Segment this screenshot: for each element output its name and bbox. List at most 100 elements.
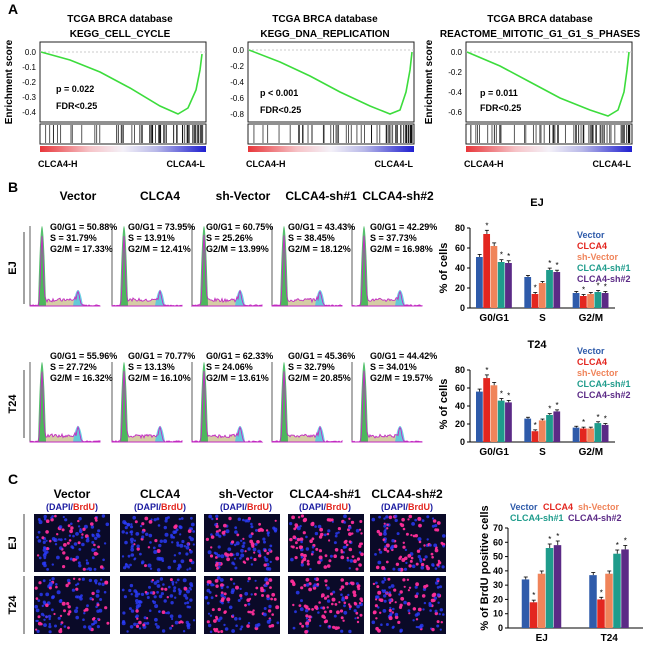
flow-ej-g2m: G2/M = 16.98% <box>370 244 433 254</box>
brdu-positive-nucleus <box>66 602 70 606</box>
brdu-positive-nucleus <box>215 524 219 529</box>
flow-stats-ej: G0/G1 = 50.88% S = 31.79% G2/M = 17.33% … <box>50 222 437 254</box>
dapi-nucleus <box>47 614 52 619</box>
brdu-positive-nucleus <box>326 595 330 598</box>
dapi-nucleus <box>85 561 90 565</box>
brdu-positive-nucleus <box>251 611 254 614</box>
brdu-positive-nucleus <box>62 565 66 569</box>
brdu-positive-nucleus <box>412 534 416 538</box>
brdu-positive-nucleus <box>207 580 212 584</box>
brdu-positive-nucleus <box>318 549 322 553</box>
dapi-nucleus <box>83 524 88 529</box>
brdu-positive-nucleus <box>325 584 328 587</box>
dapi-nucleus <box>217 618 221 623</box>
brdu-positive-nucleus <box>358 544 362 548</box>
dapi-nucleus <box>226 585 229 589</box>
dapi-nucleus <box>62 515 65 519</box>
dapi-nucleus <box>169 614 174 618</box>
dapi-nucleus <box>37 599 41 602</box>
brdu-positive-nucleus <box>206 620 210 624</box>
flow-histogram-line <box>29 235 101 307</box>
dapi-nucleus <box>394 518 398 523</box>
dapi-nucleus <box>149 567 153 570</box>
brdu-positive-nucleus <box>375 617 378 620</box>
brdu-positive-nucleus <box>294 556 298 560</box>
legend-clca4-sh2: CLCA4-sh#2 <box>577 274 631 284</box>
brdu-positive-nucleus <box>401 558 406 562</box>
brdu-positive-nucleus <box>317 560 321 565</box>
brdu-positive-nucleus <box>311 521 315 525</box>
y-tick-label: 40 <box>455 263 465 273</box>
brdu-positive-nucleus <box>410 556 414 560</box>
dapi-nucleus <box>442 613 445 616</box>
brdu-positive-nucleus <box>324 619 329 623</box>
dapi-nucleus <box>167 565 172 570</box>
dapi-nucleus <box>95 532 100 537</box>
brdu-positive-nucleus <box>300 552 304 557</box>
brdu-positive-nucleus <box>292 603 295 607</box>
brdu-positive-nucleus <box>431 593 436 598</box>
micrograph-tile <box>120 576 196 634</box>
dapi-nucleus <box>180 559 185 564</box>
brdu-positive-nucleus <box>352 590 357 595</box>
dapi-nucleus <box>91 534 95 538</box>
y-tick-label: 80 <box>455 365 465 375</box>
dapi-nucleus <box>178 551 182 555</box>
brdu-positive-nucleus <box>408 564 412 568</box>
dapi-nucleus <box>127 554 131 558</box>
bar <box>589 575 597 628</box>
bar <box>476 391 483 442</box>
brdu-positive-nucleus <box>420 562 425 567</box>
dapi-nucleus <box>129 563 132 567</box>
dapi-nucleus <box>300 555 304 559</box>
flow-t24-g2m: G2/M = 19.57% <box>370 373 433 383</box>
dapi-nucleus <box>266 532 270 535</box>
group-header: CLCA4-sh#1 <box>289 487 361 501</box>
dapi-nucleus <box>70 522 73 526</box>
dapi-nucleus <box>81 577 85 581</box>
bar <box>601 424 609 442</box>
dapi-nucleus <box>124 540 128 545</box>
dapi-nucleus <box>329 554 333 558</box>
dapi-nucleus <box>223 623 226 627</box>
brdu-positive-nucleus <box>386 549 390 553</box>
bar <box>601 293 609 308</box>
gsea-3-hits <box>470 125 631 143</box>
gsea-2-left-label: CLCA4-H <box>246 159 286 169</box>
group-header: Vector <box>60 189 97 203</box>
significance-mark: * <box>556 532 559 541</box>
brdu-positive-nucleus <box>345 581 349 586</box>
dapi-nucleus <box>348 607 352 611</box>
dapi-nucleus <box>183 545 187 548</box>
brdu-positive-nucleus <box>229 577 233 581</box>
brdu-positive-nucleus <box>375 626 379 631</box>
dapi-nucleus <box>40 612 45 616</box>
dapi-nucleus <box>231 629 236 633</box>
brdu-positive-nucleus <box>375 598 378 601</box>
dapi-nucleus <box>88 627 92 631</box>
dapi-nucleus <box>422 608 425 611</box>
brdu-positive-nucleus <box>99 565 104 569</box>
dapi-nucleus <box>215 514 219 518</box>
brdu-positive-nucleus <box>67 612 71 616</box>
dapi-nucleus <box>239 587 242 591</box>
brdu-positive-nucleus <box>298 604 302 607</box>
brdu-positive-nucleus <box>345 543 349 547</box>
brdu-positive-nucleus <box>300 514 304 518</box>
brdu-positive-nucleus <box>340 616 344 620</box>
dapi-nucleus <box>171 583 175 586</box>
dapi-nucleus <box>434 567 438 570</box>
bar <box>587 428 594 442</box>
brdu-positive-nucleus <box>136 547 140 551</box>
dapi-nucleus <box>224 627 229 631</box>
brdu-positive-nucleus <box>326 564 331 568</box>
dapi-nucleus <box>51 577 55 581</box>
dapi-nucleus <box>37 539 42 543</box>
dapi-nucleus <box>136 622 139 625</box>
brdu-positive-nucleus <box>348 603 351 606</box>
dapi-nucleus <box>348 526 352 530</box>
dapi-nucleus <box>178 589 182 594</box>
dapi-nucleus <box>162 583 165 586</box>
gsea-2-right-label: CLCA4-L <box>375 159 414 169</box>
gsea-3-fdr: FDR<0.25 <box>480 103 521 113</box>
